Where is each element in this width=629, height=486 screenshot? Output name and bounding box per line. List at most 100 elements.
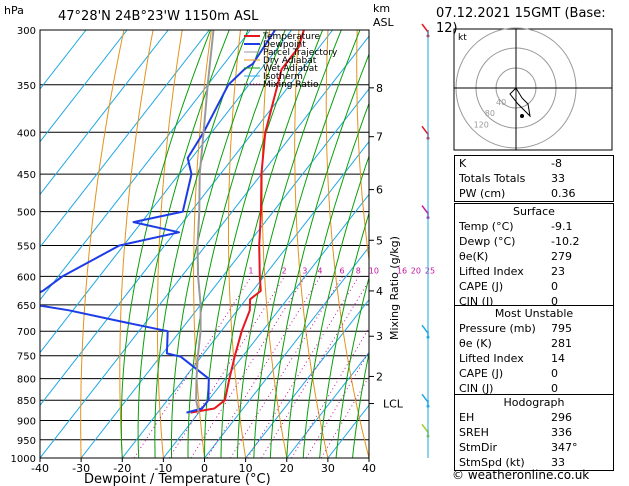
most-unstable-panel: Most Unstable Pressure (mb) 795 θe (K) 281 L…	[454, 305, 614, 397]
temperature-tick-label: -40	[31, 462, 49, 475]
legend-entry: Wet Adiabat	[263, 64, 318, 74]
pressure-tick-label: 900	[17, 417, 36, 428]
dry-adiabat	[156, 30, 183, 458]
hpa-label: hPa	[4, 4, 24, 17]
row-label: CAPE (J)	[459, 367, 504, 380]
row-label: CIN (J)	[459, 382, 494, 395]
pressure-tick-label: 550	[17, 241, 36, 252]
mixing-ratio-line	[206, 276, 321, 458]
row-label: Temp (°C)	[459, 220, 514, 233]
table-row: Lifted Index 14	[455, 351, 613, 366]
row-label: SREH	[459, 426, 489, 439]
km-tick-label: LCL	[383, 398, 404, 411]
table-row: StmDir 347°	[455, 440, 613, 455]
row-label: EH	[459, 411, 475, 424]
km-tick-label: 4	[376, 285, 383, 298]
mixing-ratio-label: 6	[340, 266, 345, 275]
dry-adiabat	[193, 30, 212, 458]
mixing-ratio-label: 1	[248, 266, 253, 275]
legend-entry: Mixing Ratio	[263, 80, 319, 90]
km-label: km	[373, 2, 390, 15]
row-value: 33	[551, 456, 565, 469]
temperature-tick-label: 20	[280, 462, 294, 475]
row-label: StmSpd (kt)	[459, 456, 525, 469]
isotherm	[40, 35, 369, 458]
legend-entry: Dry Adiabat	[263, 56, 317, 66]
table-row: Totals Totals 33	[455, 171, 613, 186]
table-row: EH 296	[455, 410, 613, 425]
row-value: -10.2	[551, 235, 580, 248]
wet-adiabat	[171, 30, 268, 458]
row-label: Totals Totals	[459, 172, 526, 185]
mixing-ratio-label: 3	[302, 266, 307, 275]
row-label: PW (cm)	[459, 187, 506, 200]
pressure-tick-label: 300	[17, 26, 36, 37]
pressure-tick-label: 650	[17, 301, 36, 312]
wet-adiabat	[120, 30, 211, 458]
dry-adiabat	[294, 30, 329, 458]
km-tick-label: 8	[376, 82, 383, 95]
mixing-ratio-label: 20	[411, 266, 421, 275]
temperature-tick-label: 10	[239, 462, 253, 475]
plot-frame	[39, 29, 370, 459]
row-value: -9.1	[551, 220, 573, 233]
row-value: 296	[551, 411, 572, 424]
table-row: θe(K) 279	[455, 249, 613, 264]
isotherm	[80, 88, 369, 458]
wet-adiabat	[220, 30, 324, 458]
km-tick-label: 5	[376, 234, 383, 247]
row-value: 0	[551, 295, 558, 308]
row-value: 795	[551, 322, 572, 335]
hodograph-storm-motion	[520, 114, 524, 118]
isotherm	[40, 30, 169, 196]
table-row: Temp (°C) -9.1	[455, 219, 613, 234]
x-axis-label: Dewpoint / Temperature (°C)	[84, 472, 271, 486]
dry-adiabat	[228, 30, 247, 458]
row-label: Lifted Index	[459, 352, 524, 365]
row-label: Lifted Index	[459, 265, 524, 278]
km-tick-label: 6	[376, 184, 383, 197]
dry-adiabat	[620, 30, 629, 458]
row-value: 336	[551, 426, 572, 439]
row-label: Pressure (mb)	[459, 322, 536, 335]
mixing-ratio-line	[190, 276, 306, 458]
row-label: K	[459, 157, 467, 170]
pressure-tick-label: 500	[17, 208, 36, 219]
datetime: 07.12.2021 15GMT (Base: 12)	[436, 6, 606, 36]
series-parcel-trajectory	[195, 30, 215, 413]
dry-adiabat	[325, 30, 369, 458]
table-row: CAPE (J) 0	[455, 279, 613, 294]
mixing-ratio-labels: 1 2 3 4 6 8 10 16 20 25	[248, 266, 435, 275]
hodograph-ring-label: 120	[474, 120, 489, 129]
temperature-tick-label: 0	[201, 462, 208, 475]
table-row: Dewp (°C) -10.2	[455, 234, 613, 249]
table-row: K -8	[455, 156, 613, 171]
mixing-ratio-line	[320, 375, 369, 458]
temperature-tick-label: -30	[72, 462, 90, 475]
table-row: CIN (J) 0	[455, 294, 613, 309]
footer-credit: © weatheronline.co.uk	[452, 468, 590, 482]
asl-label: ASL	[373, 16, 395, 29]
legend-entry: Temperature	[262, 32, 320, 42]
row-label: θe (K)	[459, 337, 492, 350]
wind-barb-flag	[421, 125, 429, 135]
row-value: 281	[551, 337, 572, 350]
wet-adiabat	[352, 350, 369, 458]
mixing-ratio-axis-label: Mixing Ratio (g/kg)	[388, 236, 401, 340]
isotherm	[245, 299, 369, 458]
mixing-ratio-line	[230, 276, 343, 458]
dry-adiabat	[356, 30, 369, 264]
surface-panel: Surface Temp (°C) -9.1 Dewp (°C) -10.2 θe(K)…	[454, 203, 614, 310]
temperature-axis: -40 -30 -20 -10 0 10 20 30 40	[31, 458, 376, 475]
isotherm	[40, 30, 334, 407]
row-value: 23	[551, 265, 565, 278]
mixing-ratio-label: 8	[356, 266, 361, 275]
mixing-ratio-label: 25	[425, 266, 435, 275]
wet-adiabat	[137, 30, 230, 458]
table-row: θe (K) 281	[455, 336, 613, 351]
row-value: -8	[551, 157, 562, 170]
wind-barb-flag	[421, 23, 429, 33]
wet-adiabat	[319, 211, 369, 458]
row-value: 33	[551, 172, 565, 185]
